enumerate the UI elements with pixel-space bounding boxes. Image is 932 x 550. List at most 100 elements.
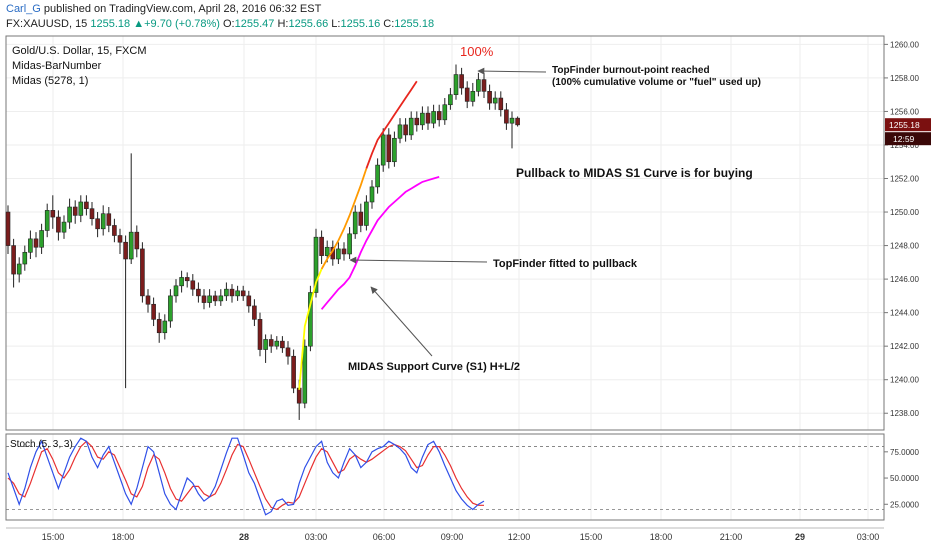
candle-body — [369, 186, 375, 203]
time-tick-label: 09:00 — [441, 532, 464, 542]
high-label: H: — [277, 18, 289, 30]
candle-body — [498, 97, 504, 111]
price-tick-label: 1258.00 — [890, 74, 919, 83]
candle-body — [235, 290, 240, 297]
candle-body — [336, 248, 341, 260]
candle-body — [420, 112, 425, 126]
annotation-burnout-detail: (100% cumulative volume or "fuel" used u… — [552, 77, 761, 88]
price-tick-label: 1248.00 — [890, 242, 919, 251]
candle-body — [487, 91, 492, 104]
candle-body — [117, 235, 123, 243]
candle-body — [190, 280, 196, 290]
candle-body — [408, 117, 414, 136]
open-label: O: — [223, 18, 235, 30]
stoch-pane-border — [5, 433, 885, 521]
candle-body — [162, 320, 168, 334]
indicator-lines — [298, 80, 440, 390]
candle-body — [173, 285, 179, 297]
candle-body — [515, 117, 520, 126]
candle-body — [280, 340, 285, 349]
topfinder-line-red — [365, 80, 418, 169]
candle-body — [492, 97, 498, 104]
candle-body — [414, 117, 420, 126]
stoch-tick-label: 75.0000 — [890, 448, 919, 457]
price-tick-label: 1252.00 — [890, 175, 919, 184]
candle-body — [268, 339, 274, 347]
time-tick-label: 15:00 — [42, 532, 65, 542]
candle-body — [448, 94, 453, 106]
annotation-s1-curve: MIDAS Support Curve (S1) H+L/2 — [348, 361, 520, 373]
publish-line: Carl_G published on TradingView.com, Apr… — [6, 3, 321, 15]
candle-body — [16, 263, 22, 275]
candle-body — [252, 305, 257, 320]
annotation-100-percent: 100% — [460, 44, 494, 59]
candle-body — [453, 74, 459, 95]
low-label: L: — [331, 18, 341, 30]
publish-text: published on TradingView.com, April 28, … — [43, 3, 322, 15]
candle-body — [44, 210, 50, 231]
candle-body — [246, 295, 252, 307]
candle-body — [296, 387, 302, 404]
candle-body — [201, 295, 207, 303]
countdown-tag-box — [885, 132, 931, 146]
candle-body — [459, 74, 464, 89]
stoch-k-line — [7, 437, 485, 516]
price-tick-label: 1238.00 — [890, 409, 919, 418]
candle-body — [352, 211, 358, 235]
chart-title: Gold/U.S. Dollar, 15, FXCM — [12, 45, 147, 57]
price-tag-box — [885, 118, 931, 132]
annotation-burnout: TopFinder burnout-point reached — [552, 65, 710, 76]
candle-body — [257, 319, 263, 350]
annotations: 100% TopFinder burnout-point reached(100%… — [348, 44, 761, 373]
candle-body — [386, 134, 392, 163]
s1-curve-line — [320, 175, 440, 310]
symbol-label: FX:XAUUSD, 15 — [6, 18, 88, 30]
candle-body — [224, 288, 229, 297]
candle-body — [156, 319, 162, 334]
candle-body — [285, 347, 291, 357]
price-tick-label: 1246.00 — [890, 275, 919, 284]
price-tick-label: 1260.00 — [890, 40, 919, 49]
close-label: C: — [383, 18, 395, 30]
candle-body — [364, 201, 369, 226]
stoch-tick-label: 50.0000 — [890, 474, 919, 483]
topfinder-line-orange — [320, 168, 368, 270]
arrow-burnout — [477, 67, 547, 75]
candle-body — [5, 211, 11, 246]
price-tick-label: 1254.00 — [890, 141, 919, 150]
indicator-label-midas: Midas (5278, 1) — [12, 75, 89, 87]
candle-body — [442, 104, 448, 121]
candle-body — [212, 295, 218, 302]
time-tick-label: 18:00 — [112, 532, 135, 542]
candle-body — [112, 225, 117, 236]
candle-body — [319, 236, 324, 256]
time-tick-label: 15:00 — [580, 532, 603, 542]
time-tick-label: 03:00 — [857, 532, 880, 542]
candle-body — [240, 290, 246, 297]
gridlines — [6, 36, 884, 520]
candle-body — [358, 211, 364, 226]
candle-body — [145, 295, 151, 305]
candle-body — [67, 206, 72, 223]
author-link[interactable]: Carl_G — [6, 3, 41, 15]
arrow-s1-curve — [370, 286, 433, 357]
candle-body — [436, 111, 442, 121]
candle-body — [291, 355, 296, 389]
candle-body — [263, 339, 268, 350]
candle-body — [347, 233, 352, 255]
candle-body — [50, 210, 56, 218]
candle-body — [207, 295, 212, 303]
candle-body — [464, 87, 470, 102]
price-change: +9.70 (+0.78%) — [144, 18, 220, 30]
topfinder-line-yellow — [298, 268, 323, 390]
candle-body — [134, 231, 140, 250]
time-tick-label: 18:00 — [650, 532, 673, 542]
time-tick-label: 28 — [239, 532, 249, 542]
candle-body — [380, 134, 386, 166]
candle-body — [308, 292, 313, 347]
chart-frame — [5, 35, 885, 529]
candle-body — [106, 213, 112, 226]
candle-body — [56, 216, 61, 233]
candle-body — [72, 206, 78, 216]
price-tick-label: 1256.00 — [890, 107, 919, 116]
